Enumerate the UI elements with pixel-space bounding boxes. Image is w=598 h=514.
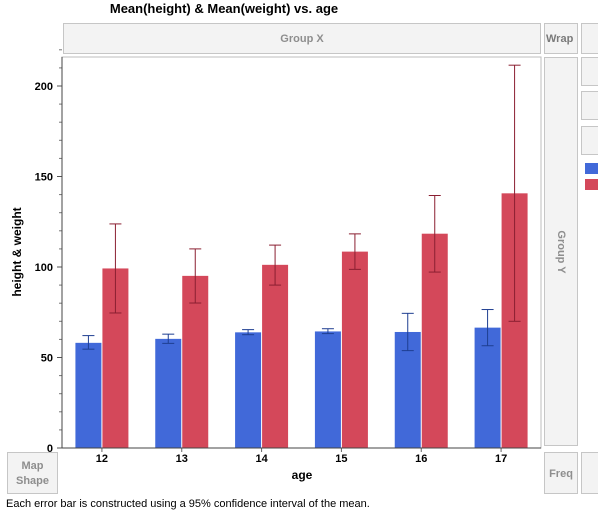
- bar-17-series-2: [501, 193, 528, 448]
- x-tick-label: 12: [96, 453, 108, 465]
- wrap-label: Wrap: [546, 33, 574, 45]
- chart-title: Mean(height) & Mean(weight) vs. age: [109, 1, 339, 16]
- bar-16-series-2: [421, 233, 448, 448]
- bar-15-series-2: [341, 251, 368, 448]
- freq-drop-zone[interactable]: Freq: [544, 452, 578, 494]
- page-drop-zone[interactable]: [581, 452, 598, 494]
- bar-13-series-2: [182, 275, 209, 448]
- error-bar-16-series-1: [401, 312, 414, 352]
- x-tick-label: 13: [176, 453, 188, 465]
- y-axis-label: height & weight: [10, 207, 24, 296]
- error-bar-15-series-2: [348, 233, 361, 270]
- x-axis-label: age: [292, 468, 313, 482]
- bar-13-series-1: [155, 338, 182, 448]
- x-tick-label: 15: [335, 453, 347, 465]
- bar-16-series-1: [394, 331, 421, 448]
- y-tick-label: 50: [41, 353, 53, 365]
- error-bar-14-series-2: [269, 244, 282, 286]
- color-drop-zone[interactable]: [581, 57, 598, 86]
- legend-swatch-height: [585, 163, 598, 174]
- bar-17-series-1: [474, 327, 501, 448]
- error-bar-12-series-2: [109, 223, 122, 314]
- bar-14-series-2: [262, 264, 289, 448]
- error-bar-17-series-1: [481, 309, 494, 347]
- group-y-label: Group Y: [555, 229, 567, 274]
- bar-14-series-1: [235, 332, 262, 448]
- plot-frame: [61, 56, 542, 449]
- error-bar-13-series-2: [189, 248, 202, 304]
- map-shape-label-line1: Map: [21, 460, 44, 472]
- bar-15-series-1: [314, 331, 341, 448]
- x-tick-label: 14: [255, 453, 268, 465]
- group-x-label: Group X: [280, 33, 324, 45]
- freq-label: Freq: [549, 468, 573, 480]
- error-bar-16-series-2: [428, 195, 441, 273]
- size-drop-zone[interactable]: [581, 91, 598, 120]
- wrap-drop-zone[interactable]: Wrap: [544, 23, 578, 54]
- interval-drop-zone[interactable]: [581, 126, 598, 155]
- x-tick-label: 17: [495, 453, 507, 465]
- y-tick-label: 200: [35, 81, 53, 93]
- x-tick-label: 16: [415, 453, 427, 465]
- footnote: Each error bar is constructed using a 95…: [6, 498, 370, 510]
- legend-swatch-weight: [585, 179, 598, 190]
- group-y-drop-zone[interactable]: Group Y: [544, 57, 578, 446]
- bar-12-series-2: [102, 268, 129, 448]
- overlay-drop-zone[interactable]: [581, 23, 598, 54]
- error-bar-15-series-1: [321, 328, 334, 335]
- y-tick-label: 150: [35, 172, 53, 184]
- group-x-drop-zone[interactable]: Group X: [63, 23, 541, 54]
- bar-12-series-1: [75, 342, 102, 448]
- map-shape-label-line2: Shape: [15, 475, 49, 487]
- error-bar-13-series-1: [162, 333, 175, 344]
- error-bar-14-series-1: [242, 329, 255, 336]
- map-shape-drop-zone[interactable]: Map Shape: [7, 452, 58, 494]
- y-tick-label: 100: [35, 262, 53, 274]
- error-bar-17-series-2: [508, 64, 521, 322]
- error-bar-12-series-1: [82, 335, 95, 350]
